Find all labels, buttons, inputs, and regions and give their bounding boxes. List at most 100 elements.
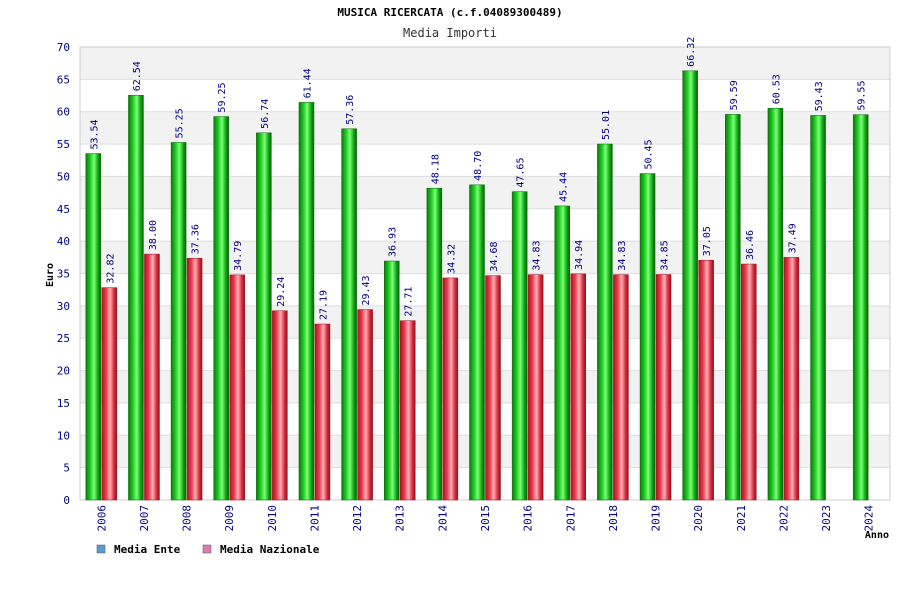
x-tick-label-2017: 2017 <box>564 505 577 532</box>
x-tick-label-2020: 2020 <box>692 505 705 532</box>
chart-subtitle: Media Importi <box>403 26 497 40</box>
y-tick-label: 45 <box>57 203 70 216</box>
x-tick-label-2022: 2022 <box>777 505 790 532</box>
bar-media-nazionale-2010 <box>272 310 288 501</box>
bar-media-nazionale-2019 <box>655 274 672 501</box>
bar-media-ente-2020 <box>682 70 698 501</box>
x-axis-ticks: 2006 2007 2008 2009 2010 2011 2012 2013 2014 2015… <box>95 505 875 532</box>
y-tick-label: 15 <box>57 397 70 410</box>
value-label-media-ente-2020: 66.32 <box>686 37 697 67</box>
bar-media-nazionale-2020 <box>698 259 714 501</box>
value-label-media-ente-2013: 36.93 <box>388 227 399 257</box>
x-tick-label-2006: 2006 <box>95 505 108 532</box>
bar-media-nazionale-2017 <box>570 273 587 501</box>
x-tick-label-2008: 2008 <box>181 505 194 532</box>
y-tick-label: 25 <box>57 332 70 345</box>
y-tick-label: 70 <box>57 41 70 54</box>
x-tick-label-2021: 2021 <box>735 505 748 532</box>
y-tick-label: 55 <box>57 138 70 151</box>
value-label-media-ente-2008: 55.25 <box>175 108 186 138</box>
grid-band <box>80 79 890 112</box>
grid-band <box>80 47 890 80</box>
value-label-media-nazionale-2006: 32.82 <box>105 253 116 283</box>
bar-media-ente-2018 <box>597 143 613 501</box>
value-label-media-nazionale-2020: 37.05 <box>702 226 713 256</box>
value-label-media-ente-2009: 59.25 <box>217 82 228 112</box>
bar-media-ente-2013 <box>383 260 400 501</box>
bar-media-ente-2008 <box>170 142 187 501</box>
y-tick-label: 40 <box>57 235 70 248</box>
legend-label-media-ente: Media Ente <box>114 543 181 556</box>
bars <box>85 70 869 501</box>
value-labels: 53.54 32.82 62.54 38.00 55.25 37.36 59.25 34.79… <box>89 37 867 320</box>
bar-media-ente-2012 <box>341 128 357 501</box>
bar-media-nazionale-2013 <box>399 320 416 501</box>
chart-title: MUSICA RICERCATA (c.f.04089300489) <box>337 6 562 19</box>
value-label-media-ente-2006: 53.54 <box>89 119 100 149</box>
value-label-media-ente-2012: 57.36 <box>345 95 356 125</box>
legend-swatch-media-nazionale <box>202 544 212 554</box>
value-label-media-nazionale-2022: 37.49 <box>787 223 798 253</box>
value-label-media-ente-2022: 60.53 <box>771 74 782 104</box>
value-label-media-nazionale-2021: 36.46 <box>745 230 756 260</box>
y-axis-label: Euro <box>45 263 56 287</box>
bar-media-nazionale-2012 <box>357 309 373 501</box>
value-label-media-ente-2011: 61.44 <box>302 68 313 98</box>
value-label-media-nazionale-2012: 29.43 <box>361 275 372 305</box>
bar-media-ente-2014 <box>426 187 443 501</box>
x-tick-label-2016: 2016 <box>522 505 535 532</box>
value-label-media-nazionale-2014: 34.32 <box>446 244 457 274</box>
value-label-media-nazionale-2017: 34.94 <box>574 240 585 270</box>
value-label-media-nazionale-2018: 34.83 <box>617 240 628 270</box>
bar-media-ente-2016 <box>511 191 528 501</box>
bar-media-ente-2006 <box>85 153 102 501</box>
value-label-media-ente-2023: 59.43 <box>814 81 825 111</box>
bar-media-nazionale-2011 <box>314 323 331 501</box>
value-label-media-nazionale-2007: 38.00 <box>148 220 159 250</box>
x-tick-label-2024: 2024 <box>863 505 876 532</box>
value-label-media-ente-2018: 55.01 <box>601 110 612 140</box>
y-tick-label: 60 <box>57 106 70 119</box>
value-label-media-nazionale-2019: 34.85 <box>660 240 671 270</box>
bar-media-ente-2009 <box>213 116 229 501</box>
x-tick-label-2011: 2011 <box>308 505 321 532</box>
x-tick-label-2015: 2015 <box>479 505 492 532</box>
legend: Media Ente Media Nazionale <box>96 543 320 556</box>
value-label-media-ente-2024: 59.55 <box>857 81 868 111</box>
value-label-media-ente-2017: 45.44 <box>558 172 569 202</box>
bar-media-ente-2021 <box>725 114 741 501</box>
y-tick-label: 0 <box>63 494 70 507</box>
bar-media-nazionale-2016 <box>527 274 544 501</box>
bar-media-ente-2015 <box>469 184 485 501</box>
y-tick-label: 10 <box>57 429 70 442</box>
bar-media-nazionale-2006 <box>101 287 118 501</box>
y-tick-label: 30 <box>57 300 70 313</box>
x-tick-label-2014: 2014 <box>436 505 449 532</box>
x-tick-label-2010: 2010 <box>266 505 279 532</box>
value-label-media-nazionale-2015: 34.68 <box>489 241 500 271</box>
value-label-media-ente-2016: 47.65 <box>516 158 527 188</box>
value-label-media-nazionale-2008: 37.36 <box>191 224 202 254</box>
x-tick-label-2007: 2007 <box>138 505 151 532</box>
bar-media-nazionale-2021 <box>741 263 757 501</box>
value-label-media-ente-2019: 50.45 <box>644 139 655 169</box>
x-tick-label-2023: 2023 <box>820 505 833 532</box>
bar-media-ente-2023 <box>810 115 826 501</box>
value-label-media-ente-2014: 48.18 <box>430 154 441 184</box>
plot-border <box>79 46 891 501</box>
legend-swatch-media-ente <box>96 544 106 554</box>
x-axis-label: Anno <box>865 530 889 541</box>
y-tick-label: 65 <box>57 73 70 86</box>
x-tick-label-2009: 2009 <box>223 505 236 532</box>
value-label-media-nazionale-2009: 34.79 <box>233 241 244 271</box>
bar-media-nazionale-2018 <box>613 274 629 501</box>
bar-media-ente-2024 <box>852 114 869 501</box>
bar-media-ente-2010 <box>256 132 272 501</box>
y-tick-label: 5 <box>63 462 70 475</box>
value-label-media-nazionale-2011: 27.19 <box>318 290 329 320</box>
value-label-media-ente-2010: 56.74 <box>260 99 271 129</box>
bar-media-nazionale-2007 <box>144 253 160 501</box>
value-label-media-nazionale-2010: 29.24 <box>276 277 287 307</box>
